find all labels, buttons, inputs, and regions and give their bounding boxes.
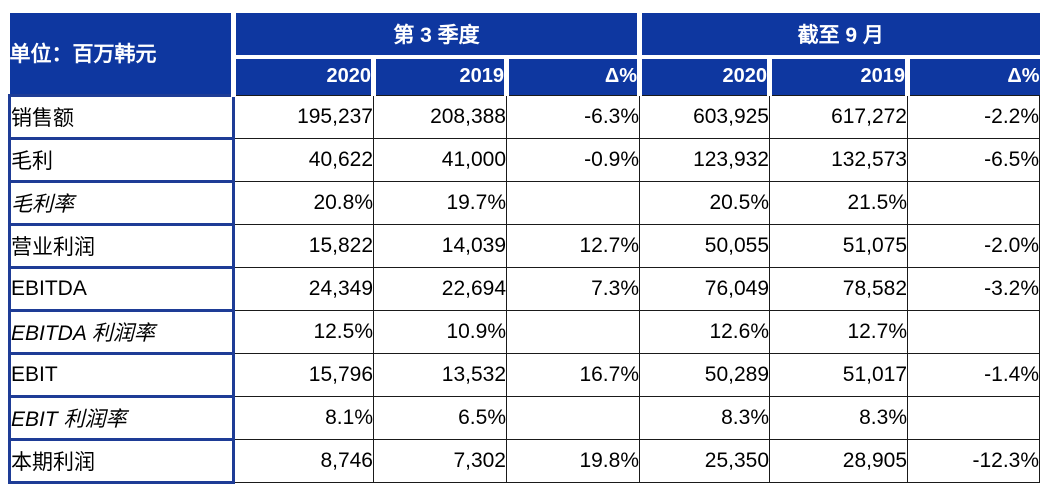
table-row-net-profit: 本期利润 8,746 7,302 19.8% 25,350 28,905 -12… bbox=[8, 437, 1041, 484]
table-cell: -0.9% bbox=[506, 137, 640, 182]
table-row-ebitda-margin: EBITDA 利润率 12.5% 10.9% 12.6% 12.7% bbox=[8, 308, 1041, 355]
table-cell: 123,932 bbox=[639, 137, 770, 182]
table-cell bbox=[906, 395, 1041, 440]
year-header-q3-2019: 2019 bbox=[371, 57, 507, 95]
table-cell bbox=[506, 395, 640, 440]
table-cell: 20.8% bbox=[233, 180, 374, 225]
table-cell: 21.5% bbox=[769, 180, 908, 225]
table-cell: 12.5% bbox=[233, 309, 374, 354]
delta-header-q3: Δ% bbox=[504, 57, 640, 95]
table-cell: -6.5% bbox=[906, 137, 1041, 182]
table-cell: 41,000 bbox=[373, 137, 507, 182]
year-header-q3-2020: 2020 bbox=[231, 57, 374, 95]
table-row-gross-profit: 毛利 40,622 41,000 -0.9% 123,932 132,573 -… bbox=[8, 136, 1041, 183]
table-cell: 8.3% bbox=[769, 395, 908, 440]
table-cell bbox=[906, 180, 1041, 225]
table-cell: 22,694 bbox=[373, 266, 507, 311]
table-cell: 76,049 bbox=[639, 266, 770, 311]
table-cell bbox=[506, 180, 640, 225]
table-cell: 10.9% bbox=[373, 309, 507, 354]
table-cell: 195,237 bbox=[233, 94, 374, 139]
table-cell: 50,055 bbox=[639, 223, 770, 268]
table-cell: 12.7% bbox=[769, 309, 908, 354]
table-cell: 8.1% bbox=[233, 395, 374, 440]
row-label: EBITDA 利润率 bbox=[8, 308, 235, 355]
year-header-sep-2020: 2020 bbox=[637, 57, 770, 95]
table-cell: 25,350 bbox=[639, 438, 770, 483]
group-header-ytd-sep: 截至 9 月 bbox=[636, 13, 1040, 59]
group-header-q3: 第 3 季度 bbox=[231, 13, 640, 59]
table-cell: -12.3% bbox=[906, 438, 1041, 483]
table-cell: 14,039 bbox=[373, 223, 507, 268]
table-cell: 51,075 bbox=[769, 223, 908, 268]
table-cell bbox=[906, 309, 1041, 354]
table-cell: 12.7% bbox=[506, 223, 640, 268]
table-cell bbox=[506, 309, 640, 354]
table-cell: -3.2% bbox=[906, 266, 1041, 311]
table-cell: 603,925 bbox=[639, 94, 770, 139]
unit-label-cell: 单位：百万韩元 bbox=[9, 13, 236, 95]
table-cell: 24,349 bbox=[233, 266, 374, 311]
row-label: 毛利率 bbox=[8, 179, 235, 226]
table-cell: 50,289 bbox=[639, 352, 770, 397]
row-label: EBITDA bbox=[8, 265, 235, 312]
row-label: 毛利 bbox=[8, 136, 235, 183]
table-cell: 40,622 bbox=[233, 137, 374, 182]
table-row-operating-profit: 营业利润 15,822 14,039 12.7% 50,055 51,075 -… bbox=[8, 222, 1041, 269]
table-row-ebit: EBIT 15,796 13,532 16.7% 50,289 51,017 -… bbox=[8, 351, 1041, 398]
table-cell: 8,746 bbox=[233, 438, 374, 483]
table-cell: 19.7% bbox=[373, 180, 507, 225]
table-cell: 8.3% bbox=[639, 395, 770, 440]
table-cell: 13,532 bbox=[373, 352, 507, 397]
table-row-gross-margin: 毛利率 20.8% 19.7% 20.5% 21.5% bbox=[8, 179, 1041, 226]
table-cell: 7.3% bbox=[506, 266, 640, 311]
table-cell: 7,302 bbox=[373, 438, 507, 483]
row-label: 本期利润 bbox=[8, 437, 235, 484]
table-row-ebit-margin: EBIT 利润率 8.1% 6.5% 8.3% 8.3% bbox=[8, 394, 1041, 441]
table-cell: 51,017 bbox=[769, 352, 908, 397]
table-cell: -6.3% bbox=[506, 94, 640, 139]
year-header-sep-2019: 2019 bbox=[767, 57, 908, 95]
financial-summary-table: 单位：百万韩元 第 3 季度 截至 9 月 2020 2019 Δ% 2020 … bbox=[8, 13, 1041, 484]
table-cell: 15,822 bbox=[233, 223, 374, 268]
table-cell: 208,388 bbox=[373, 94, 507, 139]
table-cell: -2.0% bbox=[906, 223, 1041, 268]
table-cell: -1.4% bbox=[906, 352, 1041, 397]
delta-header-sep: Δ% bbox=[904, 57, 1040, 95]
table-cell: 28,905 bbox=[769, 438, 908, 483]
table-cell: 15,796 bbox=[233, 352, 374, 397]
table-cell: 6.5% bbox=[373, 395, 507, 440]
table-cell: 19.8% bbox=[506, 438, 640, 483]
table-cell: 132,573 bbox=[769, 137, 908, 182]
table-cell: 617,272 bbox=[769, 94, 908, 139]
table-cell: 16.7% bbox=[506, 352, 640, 397]
table-cell: 12.6% bbox=[639, 309, 770, 354]
row-label: 营业利润 bbox=[8, 222, 235, 269]
table-cell: 78,582 bbox=[769, 266, 908, 311]
table-row-ebitda: EBITDA 24,349 22,694 7.3% 76,049 78,582 … bbox=[8, 265, 1041, 312]
row-label: EBIT 利润率 bbox=[8, 394, 235, 441]
table-cell: 20.5% bbox=[639, 180, 770, 225]
table-cell: -2.2% bbox=[906, 94, 1041, 139]
table-row-sales: 销售额 195,237 208,388 -6.3% 603,925 617,27… bbox=[8, 93, 1041, 140]
row-label: 销售额 bbox=[8, 93, 235, 140]
row-label: EBIT bbox=[8, 351, 235, 398]
